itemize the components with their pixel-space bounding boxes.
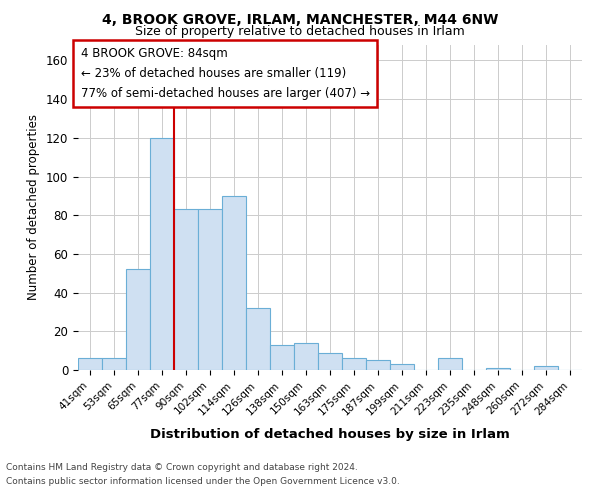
Text: Contains public sector information licensed under the Open Government Licence v3: Contains public sector information licen… <box>6 477 400 486</box>
Bar <box>198 210 222 370</box>
X-axis label: Distribution of detached houses by size in Irlam: Distribution of detached houses by size … <box>150 428 510 440</box>
Bar <box>246 308 270 370</box>
Text: 4 BROOK GROVE: 84sqm
← 23% of detached houses are smaller (119)
77% of semi-deta: 4 BROOK GROVE: 84sqm ← 23% of detached h… <box>80 46 370 100</box>
Bar <box>294 343 318 370</box>
Bar <box>126 270 150 370</box>
Bar <box>102 358 126 370</box>
Bar <box>390 364 414 370</box>
Text: 4, BROOK GROVE, IRLAM, MANCHESTER, M44 6NW: 4, BROOK GROVE, IRLAM, MANCHESTER, M44 6… <box>102 12 498 26</box>
Bar <box>438 358 462 370</box>
Bar <box>78 358 102 370</box>
Bar <box>270 345 294 370</box>
Bar <box>222 196 246 370</box>
Bar <box>534 366 558 370</box>
Bar <box>342 358 366 370</box>
Bar <box>318 352 342 370</box>
Bar <box>486 368 510 370</box>
Text: Size of property relative to detached houses in Irlam: Size of property relative to detached ho… <box>135 25 465 38</box>
Bar <box>150 138 174 370</box>
Bar <box>174 210 198 370</box>
Text: Contains HM Land Registry data © Crown copyright and database right 2024.: Contains HM Land Registry data © Crown c… <box>6 464 358 472</box>
Bar <box>366 360 390 370</box>
Y-axis label: Number of detached properties: Number of detached properties <box>28 114 40 300</box>
